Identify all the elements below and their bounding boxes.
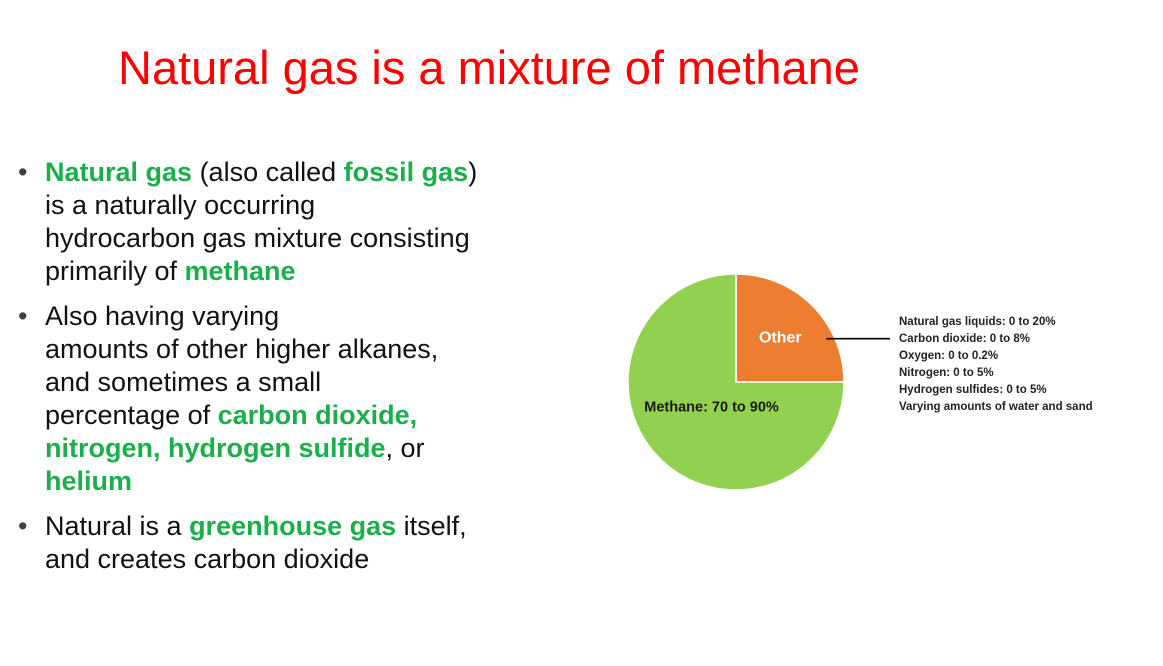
bullet-text: Natural is a (45, 511, 190, 541)
bullet-text: Also having varying amounts of other high… (45, 301, 439, 430)
bullet-marker: • (18, 157, 28, 187)
highlight-term: Natural gas (45, 157, 193, 187)
bullet-item: • Natural gas (also called fossil gas) is … (18, 156, 578, 288)
bullet-text: itself, and creates carbon dioxide (45, 511, 467, 574)
highlight-term: fossil gas (343, 157, 469, 187)
highlight-term: methane (184, 256, 296, 286)
bullet-text: ) is a naturally occurring hydrocarbon gas… (45, 157, 478, 286)
slice-label: Methane: 70 to 90% (644, 399, 779, 415)
bullet-text: (also called (192, 157, 344, 187)
bullet-marker: • (18, 511, 28, 541)
callout-line: Natural gas liquids: 0 to 20% (899, 316, 1056, 328)
callout-line: Varying amounts of water and sand (899, 401, 1093, 413)
pie-slice-other (735, 273, 845, 383)
pie-chart-svg: Other Methane: 70 to 90% Natural gas liqui… (627, 273, 1093, 491)
bullet-marker: • (18, 301, 28, 331)
highlight-term: carbon dioxide, nitrogen, hydrogen sulfid… (45, 400, 418, 463)
bullet-list: • Natural gas (also called fossil gas) is … (18, 156, 578, 588)
pie-slice-methane (627, 273, 845, 491)
bullet-item: • Also having varying amounts of other hig… (18, 300, 578, 498)
composition-pie-chart: Other Methane: 70 to 90% Natural gas liqui… (600, 250, 1140, 510)
bullet-text: , or (385, 433, 425, 463)
callout-line: Nitrogen: 0 to 5% (899, 367, 994, 379)
slide-title: Natural gas is a mixture of methane (118, 41, 860, 94)
callout-line: Hydrogen sulfides: 0 to 5% (899, 384, 1047, 396)
bullet-item: • Natural is a greenhouse gas itself, and … (18, 510, 578, 576)
slice-label: Other (759, 330, 802, 347)
highlight-term: helium (45, 466, 133, 496)
highlight-term: greenhouse gas (189, 511, 397, 541)
callout-line: Carbon dioxide: 0 to 8% (899, 333, 1030, 345)
callout-line: Oxygen: 0 to 0.2% (899, 350, 998, 362)
